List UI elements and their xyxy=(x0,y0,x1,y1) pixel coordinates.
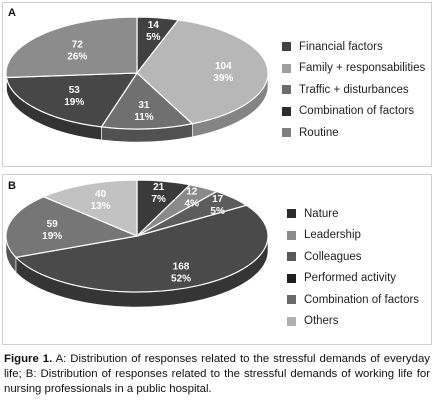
pie-a-slice-4 xyxy=(5,16,138,79)
pie-b-slice-5 xyxy=(42,179,138,237)
legend-a-swatch-0 xyxy=(282,42,291,52)
legend-a-item-0: Financial factors xyxy=(282,36,425,58)
pie-a-percent-label-1: 39% xyxy=(213,73,233,84)
legend-b-label-1: Leadership xyxy=(304,229,361,242)
pie-b-percent-label-1: 4% xyxy=(185,199,200,210)
legend-b-item-2: Colleagues xyxy=(287,246,419,268)
legend-b-item-1: Leadership xyxy=(287,225,419,247)
legend-a-swatch-1 xyxy=(282,63,291,73)
caption-text: A: Distribution of responses related to … xyxy=(4,353,430,395)
pie-a-slice-3 xyxy=(5,72,139,128)
pie-a-percent-label-4: 26% xyxy=(67,51,87,62)
legend-a-label-3: Combination of factors xyxy=(299,105,415,118)
legend-b-swatch-1 xyxy=(287,230,296,240)
legend-a-label-2: Traffic + disturbances xyxy=(299,83,409,96)
pie-b-value-label-3: 168 xyxy=(173,262,190,273)
pie-b-value-label-2: 17 xyxy=(212,194,224,205)
legend-b-label-5: Others xyxy=(304,315,339,328)
pie-b-value-label-0: 21 xyxy=(153,182,165,193)
pie-a-slice-1 xyxy=(136,19,269,125)
caption-label: Figure 1. xyxy=(4,353,53,365)
legend-b-swatch-2 xyxy=(287,252,296,262)
panel-b-letter: B xyxy=(8,180,16,192)
panel-a-letter: A xyxy=(8,7,16,19)
legend-b-label-2: Colleagues xyxy=(304,250,362,263)
legend-b-item-0: Nature xyxy=(287,203,419,225)
pie-b-value-label-4: 59 xyxy=(47,219,59,230)
pie-b-percent-label-5: 13% xyxy=(91,201,111,212)
legend-b-swatch-4 xyxy=(287,295,296,305)
legend-a-item-1: Family + responsabilities xyxy=(282,58,425,80)
legend-b-label-3: Performed activity xyxy=(304,272,397,285)
pie-a-slice-2 xyxy=(100,72,194,130)
legend-b-item-3: Performed activity xyxy=(287,268,419,290)
pie-b-value-label-1: 12 xyxy=(186,187,198,198)
legend-b-swatch-3 xyxy=(287,273,296,283)
legend-a-swatch-3 xyxy=(282,106,291,116)
pie-b-percent-label-2: 5% xyxy=(210,206,225,217)
pie-a-value-label-0: 14 xyxy=(148,20,160,31)
panel-b-frame: B 21 7% 12 4% 17 5% 168 52% 59 19% 40 13% Nature Lea… xyxy=(2,174,432,345)
legend-a-item-2: Traffic + disturbances xyxy=(282,79,425,101)
legend-a-label-4: Routine xyxy=(299,126,339,139)
legend-a: Financial factors Family + responsabiliti… xyxy=(282,36,425,144)
pie-a-value-label-2: 31 xyxy=(138,100,150,111)
legend-b-item-4: Combination of factors xyxy=(287,289,419,311)
pie-a-percent-label-2: 11% xyxy=(134,112,154,123)
pie-a-value-label-3: 53 xyxy=(69,85,81,96)
legend-a-swatch-2 xyxy=(282,85,291,95)
pie-a-value-label-4: 72 xyxy=(72,39,84,50)
legend-a-item-3: Combination of factors xyxy=(282,101,425,123)
legend-a-swatch-4 xyxy=(282,128,291,138)
pie-b-percent-label-0: 7% xyxy=(151,194,166,205)
figure-caption: Figure 1. A: Distribution of responses r… xyxy=(4,352,430,396)
pie-a-percent-label-0: 5% xyxy=(146,32,161,43)
legend-b: Nature Leadership Colleagues Performed acti… xyxy=(287,203,419,332)
pie-b-slice-4 xyxy=(5,196,140,259)
legend-b-item-5: Others xyxy=(287,311,419,333)
pie-b-value-label-5: 40 xyxy=(95,189,107,200)
pie-a-value-label-1: 104 xyxy=(215,61,232,72)
legend-a-label-1: Family + responsabilities xyxy=(299,62,426,75)
panel-a-frame: A 14 5% 104 39% 31 11% 53 19% 72 26% Financial fa… xyxy=(2,2,432,167)
pie-b-percent-label-4: 19% xyxy=(42,231,62,242)
legend-b-swatch-0 xyxy=(287,209,296,219)
legend-a-item-4: Routine xyxy=(282,122,425,144)
legend-b-label-4: Combination of factors xyxy=(304,293,420,306)
pie-b-percent-label-3: 52% xyxy=(171,274,191,285)
legend-b-swatch-5 xyxy=(287,316,296,326)
pie-b-slice-3 xyxy=(14,204,269,293)
pie-a-percent-label-3: 19% xyxy=(64,97,84,108)
legend-b-label-0: Nature xyxy=(304,207,339,220)
legend-a-label-0: Financial factors xyxy=(299,40,383,53)
